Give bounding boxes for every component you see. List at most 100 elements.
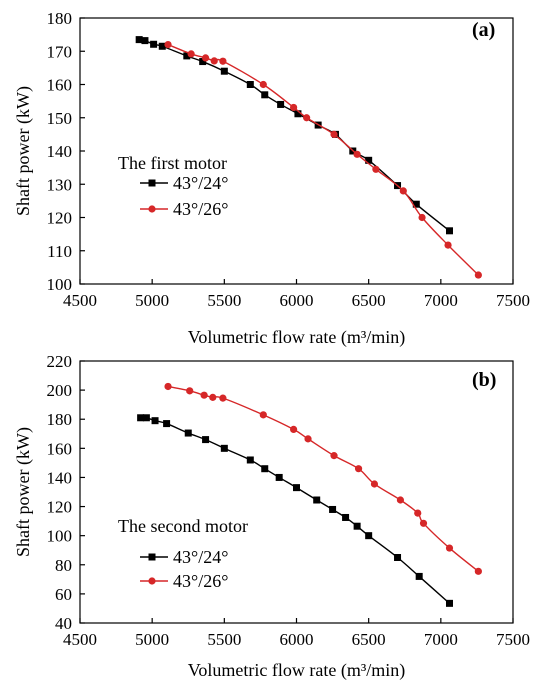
data-point (419, 519, 428, 527)
data-point (304, 435, 312, 443)
data-point (220, 444, 228, 452)
data-point (293, 484, 300, 492)
y-tick-label: 160 (47, 439, 73, 458)
data-point (183, 52, 191, 60)
data-point (394, 554, 402, 561)
data-point (474, 567, 482, 575)
data-point (290, 425, 298, 434)
panel-label-b: (b) (472, 369, 496, 391)
legend-title-a: The first motor (118, 153, 227, 173)
panel-a: 4500 5000 5500 6000 6500 7000 7500 100 110 120 13… (13, 9, 530, 348)
data-point (396, 496, 405, 504)
legend-label-a-1: 43°/26° (173, 199, 228, 219)
data-point (415, 572, 423, 580)
legend-title-b: The second motor (118, 516, 248, 536)
data-point (187, 50, 195, 58)
x-tick-label: 5500 (207, 630, 241, 649)
y-tick-label: 160 (47, 76, 73, 95)
data-point (150, 40, 158, 48)
data-point (219, 57, 227, 65)
plot-frame-b (79, 360, 514, 624)
data-point (342, 513, 350, 521)
data-point (330, 130, 338, 138)
data-point (220, 67, 228, 75)
x-tick-label: 7000 (424, 291, 458, 310)
data-point (137, 414, 145, 422)
data-point (158, 42, 166, 50)
y-tick-label: 100 (47, 275, 73, 294)
data-point (184, 429, 192, 437)
data-point (445, 227, 453, 235)
x-tick-label: 7500 (496, 630, 530, 649)
y-tick-label: 200 (47, 381, 73, 400)
data-point (141, 37, 149, 45)
x-tick-label: 6000 (280, 630, 314, 649)
data-point (353, 150, 361, 158)
data-point (370, 480, 379, 488)
data-point (445, 599, 453, 607)
data-point (151, 417, 159, 425)
data-point (313, 496, 321, 504)
data-point (209, 393, 217, 401)
y-tick-label: 140 (47, 468, 73, 487)
data-point (201, 54, 210, 62)
legend-marker-b-1 (148, 577, 156, 585)
y-tick-label: 180 (47, 9, 73, 28)
y-tick-label: 110 (47, 242, 72, 261)
y-tick-label: 60 (55, 585, 72, 604)
data-point (142, 414, 150, 422)
data-point (259, 411, 267, 419)
data-point (202, 436, 210, 444)
series-line-b-1 (167, 385, 479, 572)
y-tick-label: 80 (55, 556, 72, 575)
data-point (399, 187, 407, 195)
data-point (474, 271, 482, 279)
data-point (444, 241, 452, 249)
series-group-a (135, 36, 482, 279)
data-point (277, 100, 285, 108)
y-tick-label: 170 (47, 42, 73, 61)
legend-marker-a-0 (148, 179, 156, 187)
data-point (164, 41, 172, 49)
data-point (210, 57, 218, 65)
y-tick-label: 180 (47, 410, 73, 429)
x-tick-label: 5500 (207, 291, 241, 310)
legend-label-b-0: 43°/24° (173, 547, 228, 567)
data-point (365, 532, 373, 540)
panel-b: 4500 5000 5500 6000 6500 7000 7500 40 60 80 100 12… (13, 352, 530, 681)
x-ticks-b: 4500 5000 5500 6000 6500 7000 7500 (63, 618, 530, 649)
x-tick-label: 5000 (135, 291, 169, 310)
y-tick-label: 150 (47, 109, 73, 128)
legend-marker-a-1 (148, 205, 156, 213)
legend-label-a-0: 43°/24° (173, 173, 228, 193)
data-point (353, 522, 361, 530)
data-point (246, 81, 254, 88)
data-point (294, 110, 302, 118)
y-tick-label: 140 (47, 142, 73, 161)
legend-b: 43°/24° 43°/26° (140, 547, 228, 591)
data-point (261, 465, 269, 473)
data-point (164, 382, 172, 391)
y-tick-label: 100 (47, 527, 73, 546)
y-tick-label: 220 (47, 352, 73, 371)
data-point (290, 103, 298, 112)
y-tick-label: 120 (47, 209, 73, 228)
data-point (418, 213, 426, 222)
y-tick-label: 130 (47, 175, 73, 194)
y-axis-label-a: Shaft power (kW) (13, 86, 34, 216)
legend-label-b-1: 43°/26° (173, 571, 228, 591)
x-axis-label-a: Volumetric flow rate (m³/min) (188, 327, 406, 348)
data-point (445, 544, 454, 552)
x-tick-label: 6500 (352, 630, 386, 649)
data-point (186, 387, 194, 395)
panel-label-a: (a) (472, 19, 495, 41)
x-tick-label: 7000 (424, 630, 458, 649)
x-tick-label: 6000 (280, 291, 314, 310)
x-ticks-a: 4500 5000 5500 6000 6500 7000 7500 (63, 279, 530, 310)
x-tick-label: 5000 (135, 630, 169, 649)
data-point (412, 200, 420, 208)
x-tick-label: 4500 (63, 291, 97, 310)
data-point (261, 91, 269, 99)
data-point (330, 452, 338, 460)
